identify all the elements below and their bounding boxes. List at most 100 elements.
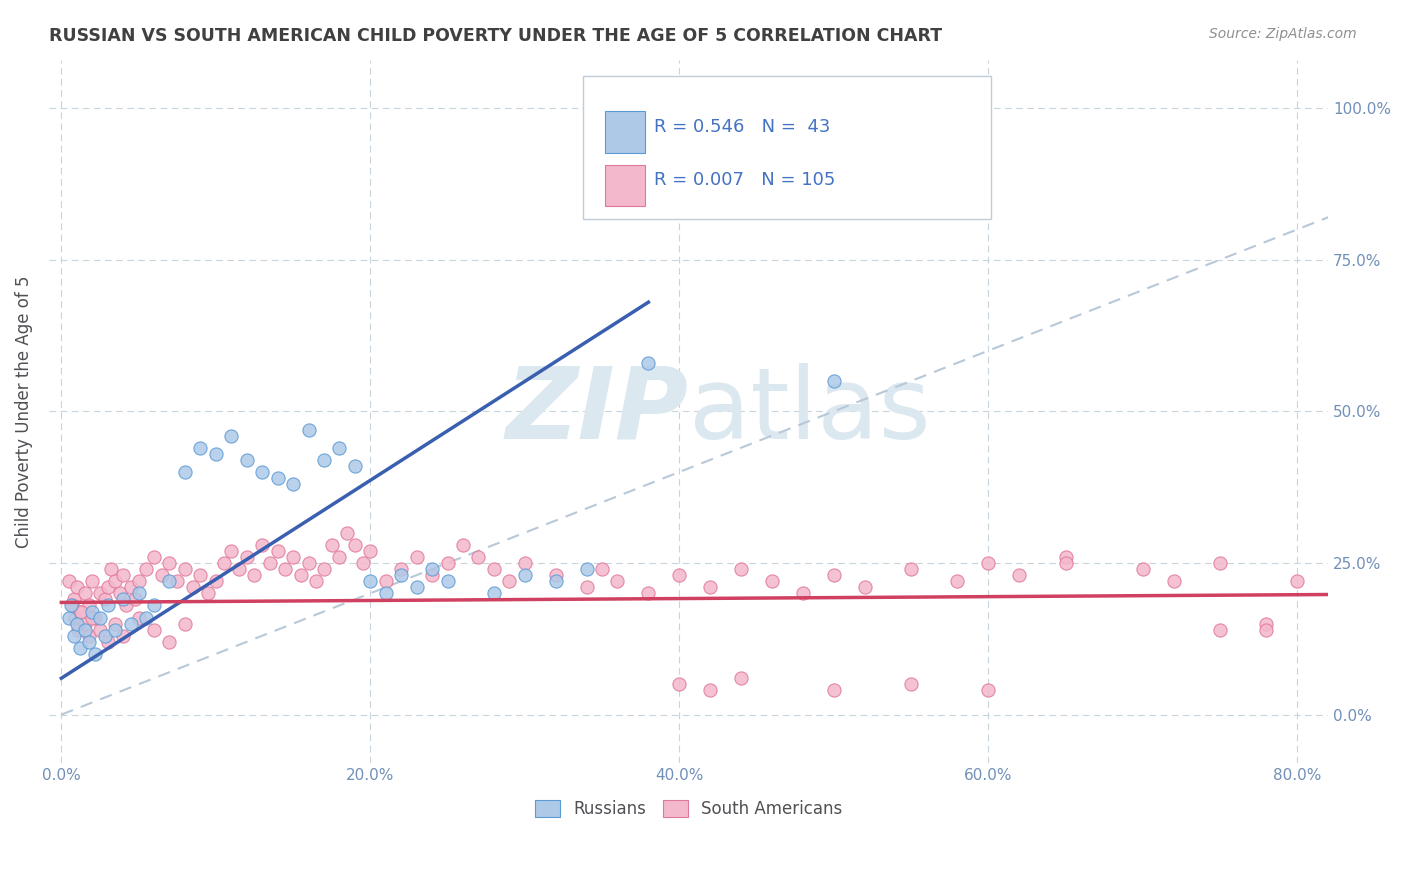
Text: R = 0.546   N =  43: R = 0.546 N = 43: [654, 118, 830, 136]
Point: [823, 683, 845, 698]
Point: [115, 599, 138, 613]
Point: [128, 586, 150, 600]
Point: [328, 441, 350, 455]
Point: [204, 574, 226, 589]
Point: [89, 586, 111, 600]
Point: [197, 586, 219, 600]
Point: [853, 580, 876, 594]
Point: [297, 556, 319, 570]
Point: [359, 544, 381, 558]
Point: [84, 647, 107, 661]
Point: [374, 586, 396, 600]
Point: [668, 568, 690, 582]
Point: [1256, 623, 1278, 637]
Point: [73, 586, 96, 600]
Point: [70, 605, 93, 619]
Point: [97, 599, 120, 613]
Point: [259, 556, 281, 570]
Point: [235, 453, 257, 467]
Point: [359, 574, 381, 589]
Point: [212, 556, 235, 570]
Point: [100, 562, 122, 576]
Point: [174, 465, 197, 479]
Point: [73, 616, 96, 631]
Text: ZIP: ZIP: [506, 363, 689, 460]
Point: [312, 562, 335, 576]
Point: [66, 616, 89, 631]
Point: [420, 562, 443, 576]
Point: [467, 549, 489, 564]
Point: [305, 574, 328, 589]
Point: [1209, 556, 1232, 570]
Point: [128, 610, 150, 624]
Point: [82, 605, 104, 619]
Point: [84, 610, 107, 624]
Point: [575, 562, 598, 576]
Text: R = 0.007   N = 105: R = 0.007 N = 105: [654, 171, 835, 189]
Point: [73, 623, 96, 637]
Point: [65, 610, 87, 624]
Point: [124, 592, 146, 607]
Point: [405, 549, 427, 564]
Point: [250, 465, 273, 479]
Point: [977, 683, 1000, 698]
Point: [405, 580, 427, 594]
Point: [977, 556, 1000, 570]
Point: [297, 423, 319, 437]
Point: [274, 562, 297, 576]
Point: [77, 629, 100, 643]
Point: [190, 568, 212, 582]
Point: [436, 574, 458, 589]
Point: [143, 599, 166, 613]
Point: [482, 562, 505, 576]
Point: [374, 574, 396, 589]
Point: [792, 586, 814, 600]
Text: Source: ZipAtlas.com: Source: ZipAtlas.com: [1209, 27, 1357, 41]
Point: [219, 428, 242, 442]
Point: [60, 599, 83, 613]
Point: [67, 623, 90, 637]
Point: [235, 549, 257, 564]
Point: [1054, 549, 1077, 564]
Point: [219, 544, 242, 558]
Point: [699, 580, 721, 594]
Point: [591, 562, 613, 576]
Point: [89, 610, 111, 624]
Point: [69, 640, 91, 655]
Y-axis label: Child Poverty Under the Age of 5: Child Poverty Under the Age of 5: [15, 275, 32, 548]
Point: [62, 592, 84, 607]
Point: [436, 556, 458, 570]
Point: [112, 568, 135, 582]
Point: [104, 574, 127, 589]
Point: [730, 562, 752, 576]
Point: [321, 538, 343, 552]
Point: [82, 574, 104, 589]
Point: [823, 568, 845, 582]
Point: [513, 568, 536, 582]
Point: [900, 562, 922, 576]
Point: [668, 677, 690, 691]
Point: [513, 556, 536, 570]
Point: [250, 538, 273, 552]
Point: [1054, 556, 1077, 570]
Point: [312, 453, 335, 467]
Point: [174, 616, 197, 631]
Point: [166, 574, 188, 589]
Point: [1132, 562, 1154, 576]
Point: [281, 549, 304, 564]
Point: [112, 629, 135, 643]
Point: [104, 616, 127, 631]
Point: [97, 635, 120, 649]
Point: [58, 610, 80, 624]
Point: [1209, 623, 1232, 637]
Point: [328, 549, 350, 564]
Point: [343, 538, 366, 552]
Point: [1008, 568, 1031, 582]
Point: [420, 568, 443, 582]
Point: [89, 623, 111, 637]
Point: [544, 574, 567, 589]
Point: [108, 586, 131, 600]
Point: [823, 374, 845, 388]
Point: [190, 441, 212, 455]
Text: atlas: atlas: [689, 363, 931, 460]
